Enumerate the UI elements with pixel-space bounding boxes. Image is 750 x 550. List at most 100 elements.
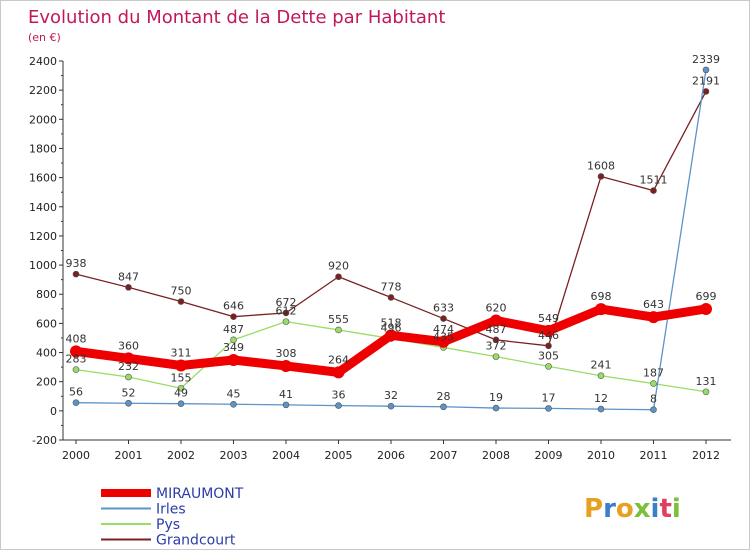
x-tick-label: 2006 [377,449,405,462]
data-point-irles [545,405,552,412]
data-point-miraumont [490,314,502,327]
y-tick-label: 1800 [29,142,57,155]
data-point-irles [440,403,447,411]
data-label-pys: 555 [328,313,349,326]
data-label-miraumont: 699 [696,290,717,303]
data-point-miraumont [122,352,135,365]
x-tick-label: 2002 [167,449,195,462]
data-label-miraumont: 474 [433,323,454,336]
data-label-miraumont: 360 [118,339,139,352]
x-tick-label: 2007 [430,449,458,462]
data-label-pys: 305 [538,349,559,362]
data-point-irles [282,401,290,409]
legend-label-irles: Irles [156,502,186,518]
data-label-irles: 28 [437,390,451,403]
data-label-grandcourt: 487 [486,323,507,336]
data-label-irles: 8 [650,393,657,406]
logo-text: Proxiti [584,494,681,524]
chart-title: Evolution du Montant de la Dette par Hab… [28,7,445,28]
y-tick-label: 2400 [29,55,57,68]
data-label-miraumont: 408 [66,332,87,345]
y-tick-label: 400 [36,347,57,360]
axes: -200 0 200 400 600 800 1000 1200 1400 1600 1800 200… [29,55,731,462]
y-tick-label: 600 [36,317,57,330]
legend-label-miraumont: MIRAUMONT [156,486,244,502]
data-point-irles [702,66,710,74]
y-tick-label: 200 [36,376,57,389]
data-label-grandcourt: 672 [276,296,297,309]
data-label-irles: 2339 [692,53,720,66]
data-label-miraumont: 311 [171,347,192,360]
data-point-grandcourt [335,273,342,281]
data-label-pys: 155 [171,371,192,384]
data-point-pys [230,336,237,344]
data-label-miraumont: 308 [276,347,297,360]
data-label-pys: 241 [591,359,612,372]
y-tick-label: 1000 [29,259,57,272]
x-tick-label: 2005 [325,449,353,462]
y-tick-label: 2200 [29,84,57,97]
x-tick-label: 2009 [535,449,563,462]
data-label-grandcourt: 778 [381,280,402,293]
data-label-grandcourt: 446 [538,329,559,342]
data-point-miraumont [700,302,712,315]
x-tick-label: 2003 [220,449,248,462]
data-point-irles [597,405,605,413]
y-tick-label: -200 [32,434,57,447]
data-label-irles: 19 [489,391,503,404]
data-point-miraumont [280,359,292,372]
data-point-irles [72,399,80,406]
data-label-pys: 612 [276,305,297,318]
data-point-pys [545,363,552,370]
data-point-irles [492,404,500,412]
data-labels: 938 847 750 646 672 920 778 633 487 446 1608 1511 21… [66,53,721,406]
data-label-irles: 41 [279,388,293,401]
data-point-grandcourt [650,187,657,194]
data-label-pys: 372 [486,340,507,353]
data-point-miraumont [542,324,555,337]
data-label-irles: 56 [69,386,83,399]
y-tick-label: 800 [36,288,57,301]
data-point-grandcourt [177,298,185,305]
data-label-pys: 487 [223,323,244,336]
legend-label-pys: Pys [156,517,180,533]
data-point-irles [650,406,657,413]
data-label-grandcourt: 646 [223,300,244,313]
data-label-pys: 435 [433,330,454,343]
data-point-irles [125,399,132,407]
data-label-irles: 49 [174,387,188,400]
data-label-pys: 131 [696,375,717,388]
data-label-miraumont: 349 [223,341,244,354]
x-tick-label: 2004 [272,449,300,462]
data-point-pys [335,326,342,334]
data-point-grandcourt [282,309,290,317]
x-tick-label: 2008 [482,449,510,462]
proxiti-logo: Proxiti [584,494,681,524]
data-point-miraumont [175,359,187,372]
data-label-grandcourt: 938 [66,257,87,270]
data-label-grandcourt: 750 [171,285,192,298]
data-label-irles: 12 [594,392,608,405]
data-label-pys: 496 [381,322,402,335]
data-point-pys [72,366,80,373]
y-tick-label: 1400 [29,201,57,214]
data-point-irles [230,400,237,408]
data-point-miraumont [647,311,660,324]
data-label-irles: 45 [227,387,241,400]
data-label-miraumont: 264 [328,353,349,366]
data-label-miraumont: 698 [591,290,612,303]
data-label-irles: 36 [332,389,346,402]
data-point-grandcourt [597,173,605,180]
x-tick-label: 2010 [587,449,615,462]
data-label-miraumont: 643 [643,298,664,311]
data-label-pys: 187 [643,367,664,380]
data-point-grandcourt [230,313,237,320]
data-point-pys [650,380,657,387]
data-point-irles [387,402,395,410]
data-point-pys [282,318,290,325]
data-point-grandcourt [387,294,395,301]
data-label-grandcourt: 2191 [692,74,720,87]
chart-subtitle: (en €) [28,31,61,44]
